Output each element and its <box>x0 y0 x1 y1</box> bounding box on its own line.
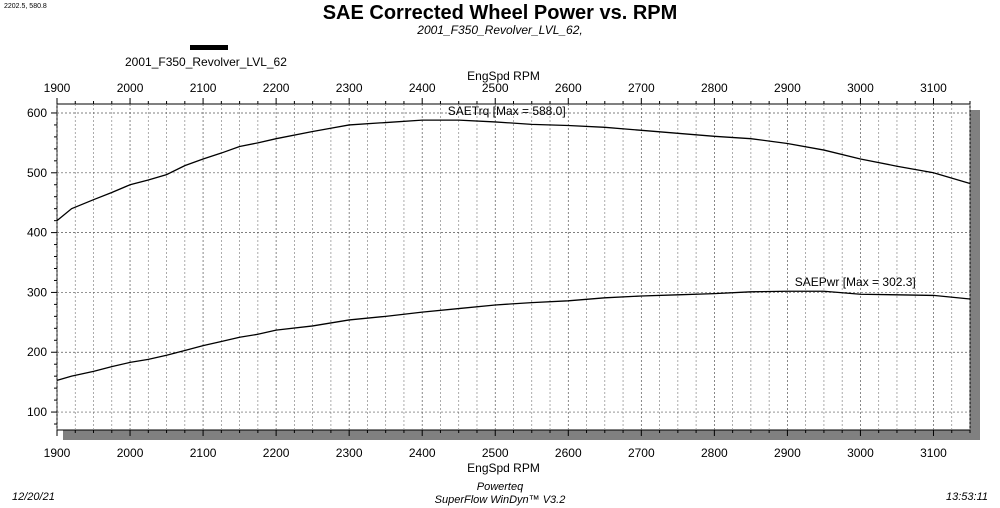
x-tick-label-top: 2100 <box>190 81 217 95</box>
y-tick-label: 400 <box>27 226 47 240</box>
series-line-saepwr <box>56 290 971 381</box>
x-tick-label-bottom: 3000 <box>847 446 874 460</box>
x-tick-label-top: 3000 <box>847 81 874 95</box>
x-axis-label-top: EngSpd RPM <box>467 69 540 83</box>
footer-company: Powerteq <box>476 481 524 493</box>
x-tick-label-top: 2200 <box>263 81 290 95</box>
x-tick-label-top: 1900 <box>44 81 71 95</box>
chart-title: SAE Corrected Wheel Power vs. RPM <box>322 2 678 24</box>
x-tick-label-top: 2600 <box>555 81 582 95</box>
x-tick-label-top: 2800 <box>701 81 728 95</box>
y-tick-label: 500 <box>27 166 47 180</box>
x-tick-label-bottom: 2500 <box>482 446 509 460</box>
series-layer: SAETrq [Max = 588.0] SAEPwr [Max = 302.3] <box>56 104 971 381</box>
legend-label: 2001_F350_Revolver_LVL_62 <box>125 55 287 69</box>
x-tick-label-bottom: 2300 <box>336 446 363 460</box>
footer-software: SuperFlow WinDyn™ V3.2 <box>434 494 566 506</box>
y-tick-label: 200 <box>27 345 47 359</box>
x-tick-label-bottom: 2200 <box>263 446 290 460</box>
x-tick-label-bottom: 2100 <box>190 446 217 460</box>
x-tick-label-bottom: 2400 <box>409 446 436 460</box>
y-tick-label: 100 <box>27 405 47 419</box>
legend-swatch <box>190 45 228 50</box>
x-tick-label-bottom: 2900 <box>774 446 801 460</box>
series-line-saetrq <box>56 119 971 222</box>
x-tick-label-bottom: 3100 <box>920 446 947 460</box>
x-tick-label-top: 2500 <box>482 81 509 95</box>
x-tick-label-top: 2700 <box>628 81 655 95</box>
x-tick-label-top: 2900 <box>774 81 801 95</box>
x-tick-label-top: 3100 <box>920 81 947 95</box>
x-tick-label-top: 2000 <box>117 81 144 95</box>
x-tick-label-bottom: 2600 <box>555 446 582 460</box>
y-tick-label: 600 <box>27 106 47 120</box>
x-tick-label-top: 2400 <box>409 81 436 95</box>
x-tick-label-bottom: 2800 <box>701 446 728 460</box>
grid-lines <box>56 104 971 430</box>
x-tick-label-top: 2300 <box>336 81 363 95</box>
x-axis-label-bottom: EngSpd RPM <box>467 461 540 475</box>
chart-subtitle: 2001_F350_Revolver_LVL_62, <box>417 23 583 37</box>
series-annotation-saepwr: SAEPwr [Max = 302.3] <box>795 275 916 289</box>
x-tick-label-bottom: 1900 <box>44 446 71 460</box>
x-tick-label-bottom: 2000 <box>117 446 144 460</box>
footer-time: 13:53:11 <box>945 491 988 503</box>
cursor-readout: 2202.5, 580.8 <box>4 3 47 10</box>
y-tick-label: 300 <box>27 285 47 299</box>
ticks-layer: 1900 1900 2000 2000 2100 2100 2200 2200 2300 2300… <box>27 81 971 460</box>
series-annotation-saetrq: SAETrq [Max = 588.0] <box>448 104 566 118</box>
x-tick-label-bottom: 2700 <box>628 446 655 460</box>
footer-date: 12/20/21 <box>12 491 55 503</box>
